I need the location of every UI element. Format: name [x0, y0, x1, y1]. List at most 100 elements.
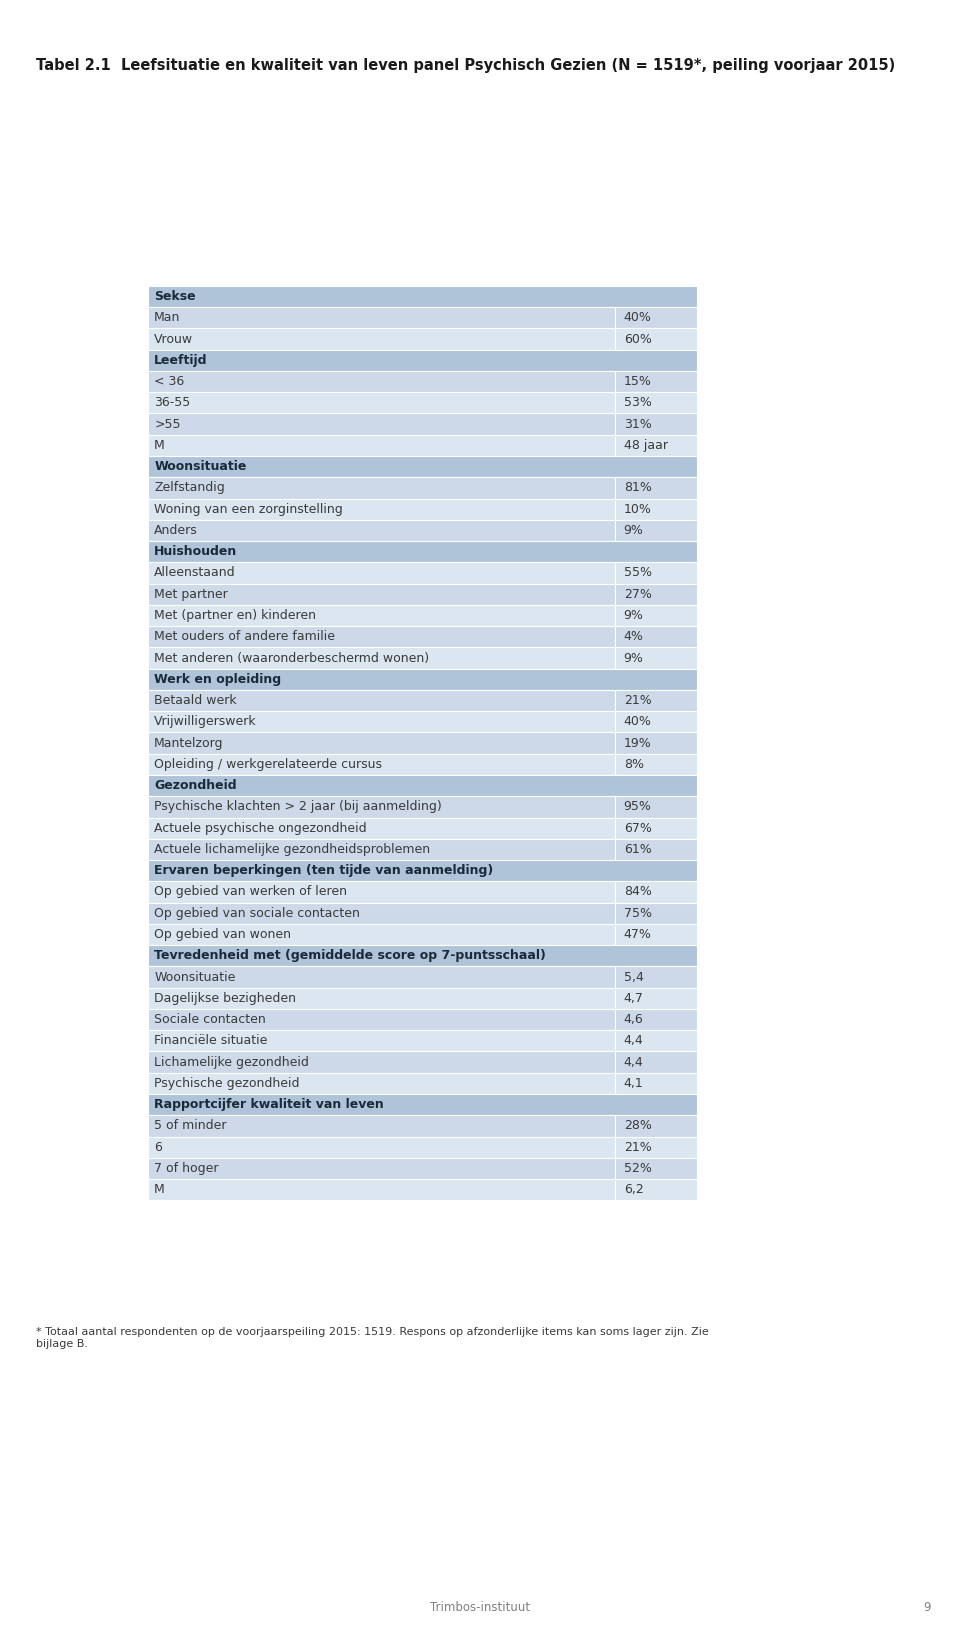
- Bar: [148, 774, 697, 796]
- Text: Met (partner en) kinderen: Met (partner en) kinderen: [155, 608, 316, 621]
- Bar: [148, 1115, 614, 1136]
- Bar: [148, 414, 614, 434]
- Text: Woning van een zorginstelling: Woning van een zorginstelling: [155, 503, 343, 516]
- Text: Financiële situatie: Financiële situatie: [155, 1034, 268, 1047]
- Text: Op gebied van wonen: Op gebied van wonen: [155, 927, 291, 940]
- Text: Man: Man: [155, 311, 180, 324]
- Bar: [614, 1009, 697, 1031]
- Bar: [614, 1157, 697, 1179]
- Text: 4,7: 4,7: [624, 991, 643, 1004]
- Bar: [614, 733, 697, 753]
- Text: * Totaal aantal respondenten op de voorjaarspeiling 2015: 1519. Respons op afzon: * Totaal aantal respondenten op de voorj…: [36, 1327, 709, 1350]
- Text: 4,4: 4,4: [624, 1034, 643, 1047]
- Bar: [614, 434, 697, 455]
- Bar: [614, 477, 697, 498]
- Bar: [614, 584, 697, 605]
- Bar: [148, 562, 614, 584]
- Bar: [614, 1179, 697, 1200]
- Bar: [614, 393, 697, 414]
- Text: < 36: < 36: [155, 375, 184, 388]
- Bar: [614, 648, 697, 669]
- Text: Met partner: Met partner: [155, 589, 228, 600]
- Bar: [148, 1031, 614, 1052]
- Bar: [614, 838, 697, 860]
- Text: Woonsituatie: Woonsituatie: [155, 460, 247, 473]
- Text: Betaald werk: Betaald werk: [155, 694, 237, 707]
- Text: Werk en opleiding: Werk en opleiding: [155, 672, 281, 686]
- Bar: [148, 838, 614, 860]
- Bar: [148, 648, 614, 669]
- Bar: [614, 988, 697, 1009]
- Bar: [614, 690, 697, 712]
- Bar: [148, 434, 614, 455]
- Bar: [614, 1031, 697, 1052]
- Bar: [614, 307, 697, 329]
- Bar: [614, 329, 697, 350]
- Text: 9%: 9%: [624, 651, 643, 664]
- Text: Met anderen (waaronderbeschermd wonen): Met anderen (waaronderbeschermd wonen): [155, 651, 429, 664]
- Bar: [614, 520, 697, 541]
- Bar: [148, 605, 614, 626]
- Bar: [148, 1093, 697, 1115]
- Bar: [614, 1115, 697, 1136]
- Text: Sociale contacten: Sociale contacten: [155, 1013, 266, 1026]
- Text: 7 of hoger: 7 of hoger: [155, 1162, 219, 1175]
- Bar: [614, 562, 697, 584]
- Text: Actuele psychische ongezondheid: Actuele psychische ongezondheid: [155, 822, 367, 835]
- Text: Actuele lichamelijke gezondheidsproblemen: Actuele lichamelijke gezondheidsprobleme…: [155, 843, 430, 857]
- Bar: [148, 477, 614, 498]
- Text: M: M: [155, 439, 165, 452]
- Bar: [614, 796, 697, 817]
- Text: Met ouders of andere familie: Met ouders of andere familie: [155, 630, 335, 643]
- Bar: [614, 903, 697, 924]
- Text: 9: 9: [924, 1601, 931, 1614]
- Text: 4,6: 4,6: [624, 1013, 643, 1026]
- Text: Anders: Anders: [155, 524, 198, 538]
- Bar: [614, 817, 697, 838]
- Text: Vrouw: Vrouw: [155, 332, 193, 345]
- Bar: [148, 1052, 614, 1074]
- Text: Mantelzorg: Mantelzorg: [155, 737, 224, 750]
- Text: 28%: 28%: [624, 1120, 652, 1133]
- Bar: [148, 712, 614, 733]
- Text: 31%: 31%: [624, 418, 652, 431]
- Text: 8%: 8%: [624, 758, 644, 771]
- Bar: [148, 1136, 614, 1157]
- Text: 5 of minder: 5 of minder: [155, 1120, 227, 1133]
- Bar: [614, 753, 697, 774]
- Text: 9%: 9%: [624, 608, 643, 621]
- Text: >55: >55: [155, 418, 180, 431]
- Bar: [148, 860, 697, 881]
- Text: 27%: 27%: [624, 589, 652, 600]
- Text: 61%: 61%: [624, 843, 652, 857]
- Bar: [614, 967, 697, 988]
- Bar: [148, 307, 614, 329]
- Text: Psychische klachten > 2 jaar (bij aanmelding): Psychische klachten > 2 jaar (bij aanmel…: [155, 801, 442, 814]
- Bar: [148, 903, 614, 924]
- Text: 95%: 95%: [624, 801, 652, 814]
- Bar: [614, 712, 697, 733]
- Bar: [148, 1074, 614, 1093]
- Bar: [148, 1179, 614, 1200]
- Bar: [148, 520, 614, 541]
- Bar: [614, 372, 697, 393]
- Bar: [148, 286, 697, 307]
- Text: Vrijwilligerswerk: Vrijwilligerswerk: [155, 715, 257, 728]
- Text: Psychische gezondheid: Psychische gezondheid: [155, 1077, 300, 1090]
- Text: 21%: 21%: [624, 694, 652, 707]
- Text: 53%: 53%: [624, 396, 652, 409]
- Text: Dagelijkse bezigheden: Dagelijkse bezigheden: [155, 991, 297, 1004]
- Text: Tevredenheid met (gemiddelde score op 7-puntsschaal): Tevredenheid met (gemiddelde score op 7-…: [155, 949, 546, 962]
- Bar: [614, 626, 697, 648]
- Bar: [614, 1074, 697, 1093]
- Bar: [614, 498, 697, 520]
- Text: Op gebied van sociale contacten: Op gebied van sociale contacten: [155, 907, 360, 919]
- Bar: [614, 1052, 697, 1074]
- Bar: [148, 1009, 614, 1031]
- Bar: [148, 967, 614, 988]
- Bar: [614, 924, 697, 945]
- Text: Op gebied van werken of leren: Op gebied van werken of leren: [155, 886, 348, 899]
- Bar: [148, 690, 614, 712]
- Text: 47%: 47%: [624, 927, 652, 940]
- Text: 36-55: 36-55: [155, 396, 190, 409]
